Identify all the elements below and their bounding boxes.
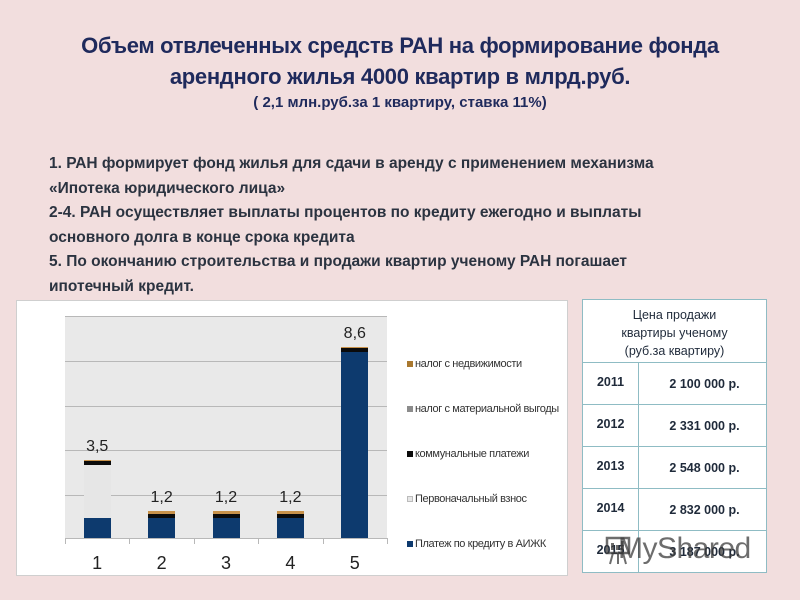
bar-segment	[148, 511, 176, 514]
x-axis-label: 1	[92, 553, 103, 573]
table-header-row: Цена продажи квартиры ученому (руб.за кв…	[582, 299, 767, 363]
bar-value-label: 1,2	[214, 489, 238, 507]
legend-label: коммунальные платежи	[415, 447, 529, 460]
legend-label: Платеж по кредиту в АИЖК	[415, 537, 546, 550]
gridline	[65, 494, 387, 496]
slide-subtitle: ( 2,1 млн.руб.за 1 квартиру, ставка 11%)	[253, 94, 547, 111]
bar-segment	[276, 511, 304, 514]
header-line: Цена продажи	[632, 308, 717, 322]
x-axis-label: 2	[156, 553, 167, 573]
header-line: квартиры ученому	[621, 326, 728, 340]
bar-value-label: 8,6	[343, 325, 366, 343]
bar-segment	[341, 347, 369, 349]
table-row: 2014 2 832 000 р.	[582, 488, 767, 531]
bar-segment	[83, 464, 111, 519]
legend-label: налог с недвижимости	[415, 357, 522, 370]
bar-segment	[276, 513, 304, 519]
legend-swatch-icon	[407, 450, 413, 457]
bar-segment	[83, 461, 111, 465]
bar-stack	[276, 511, 304, 538]
legend-swatch-icon	[407, 405, 413, 412]
table-header: Цена продажи квартиры ученому (руб.за кв…	[582, 299, 767, 363]
header-line: (руб.за квартиру)	[624, 344, 725, 358]
table-row: 2011 2 100 000 р.	[582, 362, 767, 405]
slide-title: Объем отвлеченных средств РАН на формиро…	[0, 30, 800, 92]
bar-value-label: 1,2	[279, 489, 302, 507]
presentation-board-icon	[605, 536, 631, 565]
price-cell: 3 187 000 р.	[638, 530, 767, 573]
bar-stack	[148, 511, 176, 538]
point-line: 5. По окончанию строительства и продажи …	[49, 253, 628, 270]
bar-segment	[341, 351, 369, 538]
x-axis-line	[65, 538, 387, 539]
year-cell: 2011	[582, 362, 639, 405]
price-cell: 2 548 000 р.	[638, 446, 767, 489]
title-line-1: Объем отвлеченных средств РАН на формиро…	[81, 33, 719, 58]
legend-item: налог с материальной выгоды	[407, 386, 567, 431]
legend-swatch-icon	[407, 540, 413, 547]
bar-segment	[83, 518, 111, 538]
year-cell: 2013	[582, 446, 639, 489]
table-row: 2012 2 331 000 р.	[582, 404, 767, 447]
legend-label: налог с материальной выгоды	[415, 402, 559, 415]
legend-swatch-icon	[407, 360, 413, 367]
x-axis-tick	[65, 538, 66, 544]
point-line: «Ипотека юридического лица»	[49, 179, 286, 197]
stacked-bar-chart: 3,5 1 1,2 2 1,2 3 1,2 4 8,6 5 налог с недвижимост…	[16, 300, 568, 576]
bar-segment	[276, 518, 304, 538]
bar-segment	[341, 348, 369, 352]
x-axis-tick	[258, 538, 260, 544]
point-line: 2-4. РАН осуществляет выплаты процентов …	[49, 204, 642, 221]
legend-item: коммунальные платежи	[407, 431, 567, 476]
x-axis-label: 4	[285, 553, 296, 573]
bar-segment	[148, 513, 176, 519]
bar-value-label: 1,2	[150, 489, 173, 507]
plot-area	[65, 316, 387, 538]
price-cell: 2 100 000 р.	[638, 362, 767, 405]
watermark-text: MyShared	[618, 532, 751, 565]
legend-item: Платеж по кредиту в АИЖК	[407, 521, 567, 566]
x-axis-tick	[129, 538, 131, 544]
year-cell: 2012	[582, 404, 639, 447]
table-row: 2013 2 548 000 р.	[582, 446, 767, 489]
bar-segment	[212, 518, 240, 538]
bar-segment	[148, 518, 176, 538]
x-axis-label: 5	[349, 553, 360, 573]
price-cell: 2 832 000 р.	[638, 488, 767, 531]
legend-item: Первоначальный взнос	[407, 476, 567, 521]
gridline	[65, 405, 387, 407]
gridline	[65, 450, 387, 452]
point-line: ипотечный кредит.	[49, 277, 194, 295]
bar-segment	[212, 511, 240, 514]
x-axis-tick	[193, 538, 195, 544]
title-line-2: арендного жилья 4000 квартир в млрд.руб.	[169, 64, 631, 89]
bar-segment	[83, 460, 111, 462]
x-axis-label: 3	[220, 553, 231, 573]
x-axis-tick	[387, 538, 388, 544]
price-cell: 2 331 000 р.	[638, 404, 767, 447]
bar-stack	[212, 511, 240, 538]
bar-stack	[341, 347, 369, 538]
explanation-points: 1. РАН формирует фонд жилья для сдачи в …	[49, 152, 769, 299]
legend-swatch-icon	[407, 495, 413, 502]
x-axis-tick	[322, 538, 324, 544]
point-line: основного долга в конце срока кредита	[49, 228, 355, 246]
bar-segment	[212, 513, 240, 519]
gridline	[65, 361, 387, 363]
bar-stack	[83, 460, 111, 538]
legend-label: Первоначальный взнос	[415, 492, 527, 505]
legend-item: налог с недвижимости	[407, 341, 567, 386]
point-line: 1. РАН формирует фонд жилья для сдачи в …	[49, 155, 654, 172]
bar-value-label: 3,5	[86, 438, 109, 456]
year-cell: 2014	[582, 488, 639, 531]
chart-legend: налог с недвижимости налог с материально…	[407, 341, 567, 566]
